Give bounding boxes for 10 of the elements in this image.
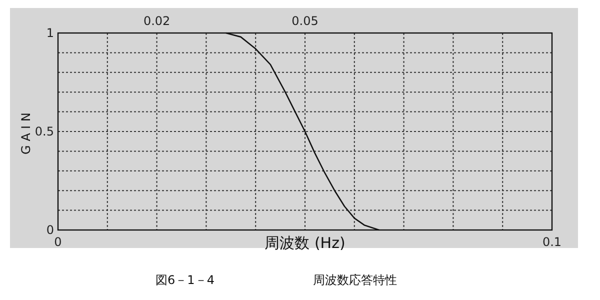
x-axis-title: 周波数 (Hz) xyxy=(264,234,346,252)
y-axis-title: GAIN xyxy=(19,108,33,155)
text: 周波数応答特性 xyxy=(313,273,397,287)
caption: 図6－1－4 xyxy=(156,273,214,287)
x2-tick-label: 0.05 xyxy=(292,14,318,28)
y-tick-label: 1 xyxy=(46,26,54,40)
y-tick-label: 0.5 xyxy=(34,124,54,138)
x2-tick-label: 0.02 xyxy=(143,14,170,28)
y-tick-label: 0 xyxy=(46,223,54,237)
x-tick-label: 0.1 xyxy=(542,235,562,249)
